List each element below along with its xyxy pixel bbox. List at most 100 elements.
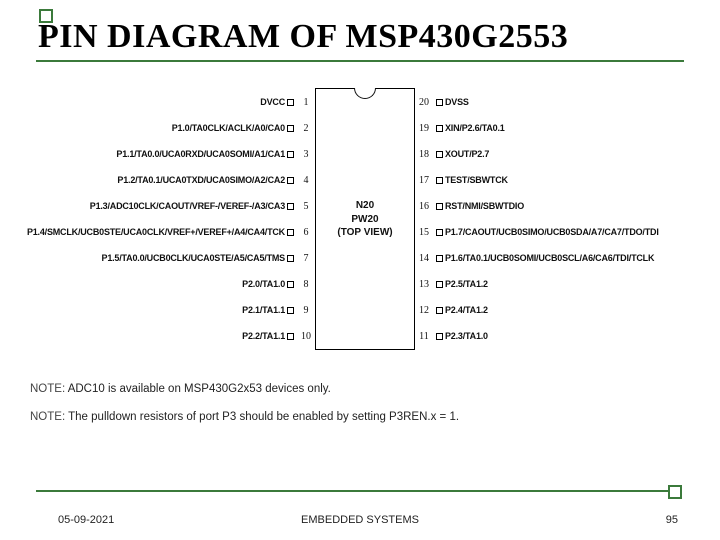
pin-box-icon xyxy=(436,255,443,262)
pin-15: 15 P1.7/CAOUT/UCB0SIMO/UCB0SDA/A7/CA7/TDO… xyxy=(416,226,659,238)
title-bar: PIN DIAGRAM OF MSP430G2553 xyxy=(36,18,684,62)
pin-number: 1 xyxy=(298,97,314,108)
pin-1: DVCC 1 xyxy=(260,96,314,108)
pin-17: 17 TEST/SBWTCK xyxy=(416,174,508,186)
pin-7: P1.5/TA0.0/UCB0CLK/UCA0STE/A5/CA5/TMS 7 xyxy=(102,252,314,264)
footer-center: EMBEDDED SYSTEMS xyxy=(301,514,419,526)
note-line: NOTE: ADC10 is available on MSP430G2x53 … xyxy=(30,376,459,404)
pin-box-icon xyxy=(436,99,443,106)
pin-box-icon xyxy=(287,281,294,288)
pin-label: XOUT/P2.7 xyxy=(445,149,489,159)
pin-box-icon xyxy=(436,229,443,236)
pin-box-icon xyxy=(287,229,294,236)
pin-20: 20 DVSS xyxy=(416,96,469,108)
pin-box-icon xyxy=(436,307,443,314)
pin-box-icon xyxy=(436,203,443,210)
note-prefix: NOTE: xyxy=(30,383,65,395)
pin-diagram: N20 PW20 (TOP VIEW) DVCC 1 P1.0/TA0CLK/ACL… xyxy=(0,78,720,398)
note-text: The pulldown resistors of port P3 should… xyxy=(68,411,459,423)
footer-date: 05-09-2021 xyxy=(58,514,114,526)
title-corner-decor xyxy=(39,9,53,23)
note-text: ADC10 is available on MSP430G2x53 device… xyxy=(68,383,331,395)
pin-number: 3 xyxy=(298,149,314,160)
pin-number: 4 xyxy=(298,175,314,186)
footer: 05-09-2021 EMBEDDED SYSTEMS 95 xyxy=(0,506,720,526)
pin-number: 9 xyxy=(298,305,314,316)
pin-12: 12P2.4/TA1.2 xyxy=(416,304,488,316)
pin-label: DVSS xyxy=(445,97,469,107)
pin-number: 10 xyxy=(298,331,314,342)
pin-number: 7 xyxy=(298,253,314,264)
pin-label: P1.6/TA0.1/UCB0SOMI/UCB0SCL/A6/CA6/TDI/T… xyxy=(445,253,654,263)
chip-label-line: N20 xyxy=(337,199,392,213)
pin-box-icon xyxy=(287,151,294,158)
pin-16: 16 RST/NMI/SBWTDIO xyxy=(416,200,524,212)
pin-number: 6 xyxy=(298,227,314,238)
pin-9: P2.1/TA1.1 9 xyxy=(242,304,314,316)
pin-label: P1.7/CAOUT/UCB0SIMO/UCB0SDA/A7/CA7/TDO/T… xyxy=(445,227,659,237)
pin-number: 14 xyxy=(416,253,432,264)
pin-label: P1.1/TA0.0/UCA0RXD/UCA0SOMI/A1/CA1 xyxy=(116,149,285,159)
footer-rule xyxy=(36,490,674,492)
pin-number: 15 xyxy=(416,227,432,238)
pin-label: P1.4/SMCLK/UCB0STE/UCA0CLK/VREF+/VEREF+/… xyxy=(27,227,285,237)
pin-10: P2.2/TA1.1 10 xyxy=(242,330,314,342)
pin-number: 8 xyxy=(298,279,314,290)
pin-number: 16 xyxy=(416,201,432,212)
chip-label-line: (TOP VIEW) xyxy=(337,226,392,240)
pin-4: P1.2/TA0.1/UCA0TXD/UCA0SIMO/A2/CA2 4 xyxy=(117,174,314,186)
pin-8: P2.0/TA1.0 8 xyxy=(242,278,314,290)
pin-label: XIN/P2.6/TA0.1 xyxy=(445,123,505,133)
footer-corner-decor xyxy=(668,485,682,499)
pin-2: P1.0/TA0CLK/ACLK/A0/CA0 2 xyxy=(172,122,314,134)
pin-number: 20 xyxy=(416,97,432,108)
title-rule xyxy=(36,60,684,62)
pin-label: P1.5/TA0.0/UCB0CLK/UCA0STE/A5/CA5/TMS xyxy=(102,253,285,263)
pin-label: TEST/SBWTCK xyxy=(445,175,508,185)
pin-box-icon xyxy=(287,177,294,184)
pin-label: DVCC xyxy=(260,97,285,107)
pin-number: 12 xyxy=(416,305,432,316)
pin-box-icon xyxy=(287,99,294,106)
pin-label: RST/NMI/SBWTDIO xyxy=(445,201,524,211)
pin-number: 5 xyxy=(298,201,314,212)
pin-label: P2.5/TA1.2 xyxy=(445,279,488,289)
pin-box-icon xyxy=(436,151,443,158)
pin-number: 13 xyxy=(416,279,432,290)
chip-label-line: PW20 xyxy=(337,212,392,226)
pin-box-icon xyxy=(287,255,294,262)
pin-box-icon xyxy=(436,333,443,340)
pin-label: P1.2/TA0.1/UCA0TXD/UCA0SIMO/A2/CA2 xyxy=(117,175,285,185)
pin-label: P1.0/TA0CLK/ACLK/A0/CA0 xyxy=(172,123,285,133)
pin-box-icon xyxy=(436,281,443,288)
pin-box-icon xyxy=(287,333,294,340)
note-line: NOTE: The pulldown resistors of port P3 … xyxy=(30,404,459,432)
pin-14: 14 P1.6/TA0.1/UCB0SOMI/UCB0SCL/A6/CA6/TDI… xyxy=(416,252,654,264)
pin-label: P2.2/TA1.1 xyxy=(242,331,285,341)
slide-title: PIN DIAGRAM OF MSP430G2553 xyxy=(36,18,684,56)
pin-box-icon xyxy=(287,125,294,132)
pin-label: P1.3/ADC10CLK/CAOUT/VREF-/VEREF-/A3/CA3 xyxy=(90,201,285,211)
pin-box-icon xyxy=(287,203,294,210)
pin-number: 11 xyxy=(416,331,432,342)
pin-number: 19 xyxy=(416,123,432,134)
note-prefix: NOTE: xyxy=(30,411,65,423)
pin-6: P1.4/SMCLK/UCB0STE/UCA0CLK/VREF+/VEREF+/… xyxy=(27,226,314,238)
pin-13: 13 P2.5/TA1.2 xyxy=(416,278,488,290)
pin-3: P1.1/TA0.0/UCA0RXD/UCA0SOMI/A1/CA1 3 xyxy=(116,148,314,160)
pin-label: P2.1/TA1.1 xyxy=(242,305,285,315)
pin-label: P2.3/TA1.0 xyxy=(445,331,488,341)
pin-label: P2.0/TA1.0 xyxy=(242,279,285,289)
chip-notch xyxy=(354,88,376,99)
chip-body: N20 PW20 (TOP VIEW) xyxy=(315,88,415,350)
pin-box-icon xyxy=(436,177,443,184)
pin-box-icon xyxy=(436,125,443,132)
pin-number: 17 xyxy=(416,175,432,186)
chip-label: N20 PW20 (TOP VIEW) xyxy=(337,199,392,240)
pin-19: 19 XIN/P2.6/TA0.1 xyxy=(416,122,505,134)
pin-11: 11 P2.3/TA1.0 xyxy=(416,330,488,342)
pin-5: P1.3/ADC10CLK/CAOUT/VREF-/VEREF-/A3/CA3 5 xyxy=(90,200,314,212)
pin-box-icon xyxy=(287,307,294,314)
pin-18: 18XOUT/P2.7 xyxy=(416,148,489,160)
pin-number: 2 xyxy=(298,123,314,134)
